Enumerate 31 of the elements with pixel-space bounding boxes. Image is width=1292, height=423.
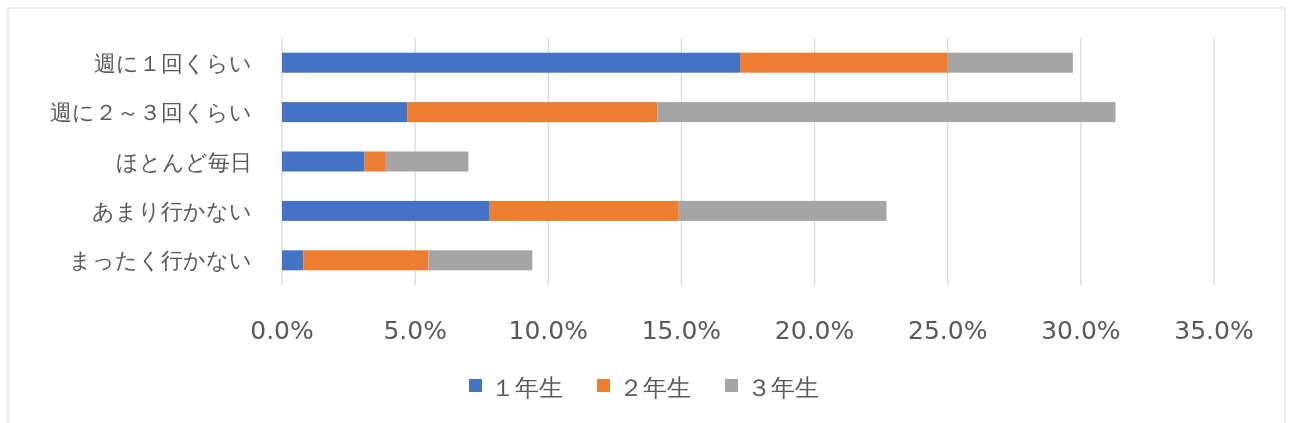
- bar: [489, 200, 679, 221]
- x-tick-label: 15.0%: [641, 316, 722, 345]
- x-tick-label: 25.0%: [908, 316, 988, 345]
- y-tick-label: ほとんど毎日: [116, 149, 252, 175]
- bar: [282, 151, 365, 172]
- x-tick-label: 20.0%: [774, 316, 855, 345]
- bar: [428, 250, 533, 271]
- y-tick-label: まったく行かない: [69, 248, 252, 274]
- legend-label: ３年生: [747, 374, 819, 402]
- legend-label: ２年生: [619, 374, 691, 402]
- legend-label: １年生: [491, 374, 563, 402]
- bar: [678, 200, 887, 221]
- x-tick-label: 10.0%: [508, 316, 588, 345]
- x-tick-label: 35.0%: [1174, 316, 1254, 345]
- x-tick-label: 30.0%: [1041, 316, 1121, 345]
- bar: [947, 52, 1073, 73]
- y-tick-label: 週に１回くらい: [94, 50, 252, 76]
- bar: [282, 200, 490, 221]
- x-tick-label: 0.0%: [250, 316, 314, 345]
- bar: [657, 102, 1116, 123]
- bar: [385, 151, 469, 172]
- bar: [740, 52, 948, 73]
- bar: [282, 102, 408, 123]
- bar: [282, 52, 741, 73]
- x-tick-label: 5.0%: [383, 316, 447, 345]
- bar: [407, 102, 658, 123]
- y-tick-label: 週に２～３回くらい: [50, 100, 252, 126]
- bar: [303, 250, 429, 271]
- y-tick-label: あまり行かない: [92, 198, 252, 224]
- bar: [282, 250, 304, 271]
- bar: [364, 151, 386, 172]
